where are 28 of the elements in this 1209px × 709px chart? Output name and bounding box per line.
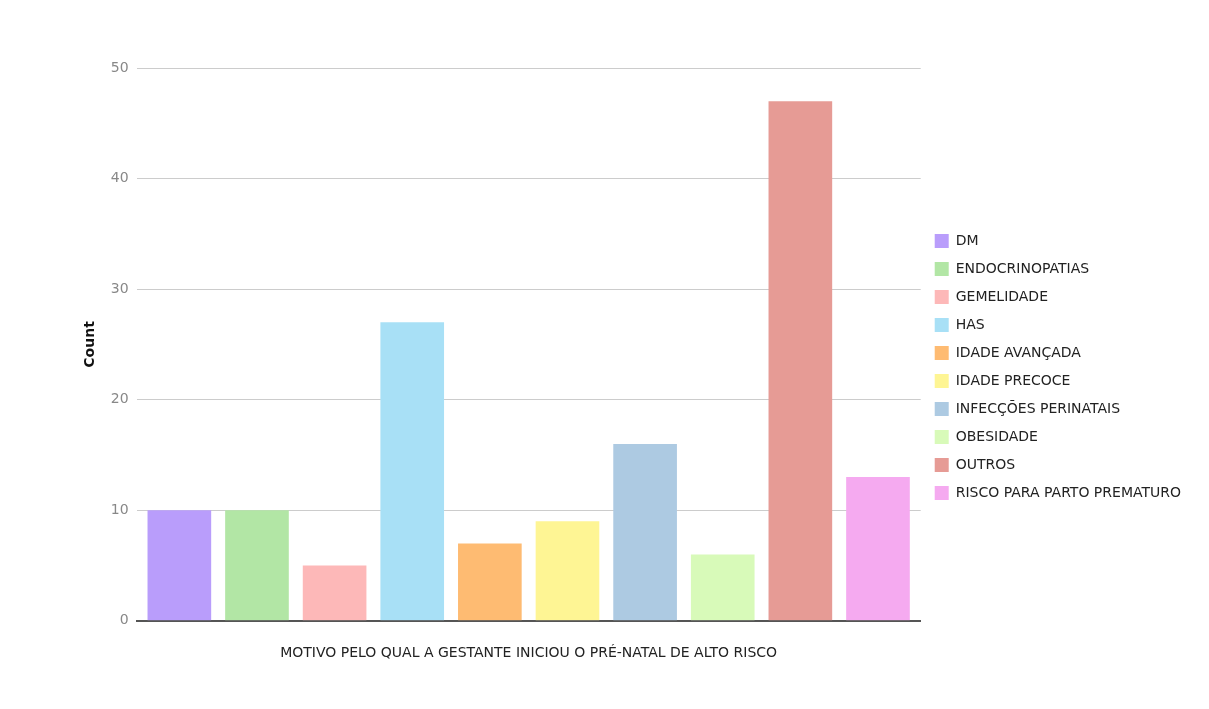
legend-label: OUTROS	[955, 455, 1016, 472]
y-tick-label: 0	[119, 611, 129, 628]
legend-label: IDADE AVANÇADA	[955, 343, 1082, 360]
bar	[147, 510, 212, 621]
bar	[225, 510, 289, 621]
y-tick-label: 10	[110, 500, 129, 517]
legend-label: IDADE PRECOCE	[955, 371, 1071, 388]
legend-label: DM	[955, 231, 979, 248]
bar	[768, 101, 833, 621]
legend-label: HAS	[955, 315, 985, 332]
bar	[380, 322, 445, 621]
bar	[846, 477, 910, 621]
bar	[458, 543, 522, 621]
legend-label: OBESIDADE	[955, 427, 1038, 444]
legend-label: INFECÇÕES PERINATAIS	[955, 399, 1121, 416]
legend-label: GEMELIDADE	[955, 287, 1049, 304]
y-tick-label: 50	[110, 58, 129, 75]
bar	[302, 565, 367, 621]
bar	[613, 443, 677, 621]
bar	[690, 554, 755, 621]
y-tick-label: 20	[110, 390, 129, 407]
legend-label: ENDOCRINOPATIAS	[955, 259, 1090, 276]
y-axis-title: Count	[81, 320, 98, 368]
legend-label: RISCO PARA PARTO PREMATURO	[955, 483, 1182, 500]
x-axis-title: MOTIVO PELO QUAL A GESTANTE INICIOU O PRÉ-NATAL DE ALTO RISCO	[280, 644, 778, 661]
y-tick-label: 30	[110, 279, 129, 296]
y-tick-label: 40	[110, 169, 129, 186]
bar	[535, 521, 600, 621]
